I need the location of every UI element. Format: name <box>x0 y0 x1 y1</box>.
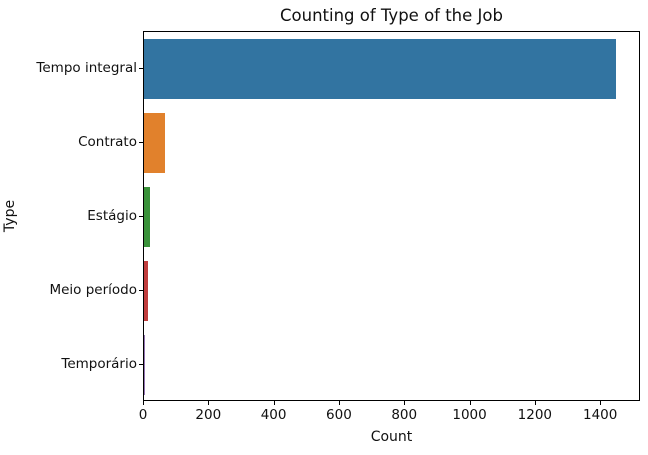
x-tick-mark <box>600 401 602 405</box>
y-tick-label: Temporário <box>61 356 137 372</box>
x-tick-label: 800 <box>391 407 418 423</box>
x-tick-label: 1400 <box>582 407 618 423</box>
bar-tempo-integral <box>144 39 616 99</box>
x-tick-mark <box>143 401 144 405</box>
y-tick-mark <box>139 216 143 217</box>
x-tick-label: 400 <box>260 407 287 423</box>
bar-contrato <box>144 113 166 173</box>
bar-estágio <box>144 187 151 247</box>
y-tick-mark <box>139 290 143 291</box>
x-tick-mark <box>208 401 210 405</box>
x-tick-label: 0 <box>138 407 148 423</box>
y-tick-mark <box>139 364 143 365</box>
x-tick-label: 200 <box>195 407 222 423</box>
y-axis-label: Type <box>2 199 18 233</box>
chart-title: Counting of Type of the Job <box>280 6 503 25</box>
y-tick-label: Estágio <box>87 208 137 224</box>
x-tick-label: 600 <box>326 407 352 423</box>
x-tick-mark <box>273 401 275 405</box>
x-tick-mark <box>404 401 406 405</box>
y-tick-label: Meio período <box>49 282 137 298</box>
y-tick-mark <box>139 142 143 143</box>
x-tick-mark <box>534 401 536 405</box>
x-tick-mark <box>469 401 471 405</box>
x-tick-mark <box>338 401 340 405</box>
bar-meio-período <box>144 261 148 321</box>
y-tick-mark <box>139 68 143 69</box>
x-axis-label: Count <box>370 429 413 445</box>
plot-area <box>143 31 640 401</box>
x-tick-label: 1000 <box>452 407 487 423</box>
bar-temporário <box>144 335 145 395</box>
x-tick-label: 1200 <box>517 407 553 423</box>
y-tick-label: Tempo integral <box>36 60 137 76</box>
y-tick-label: Contrato <box>78 134 137 150</box>
